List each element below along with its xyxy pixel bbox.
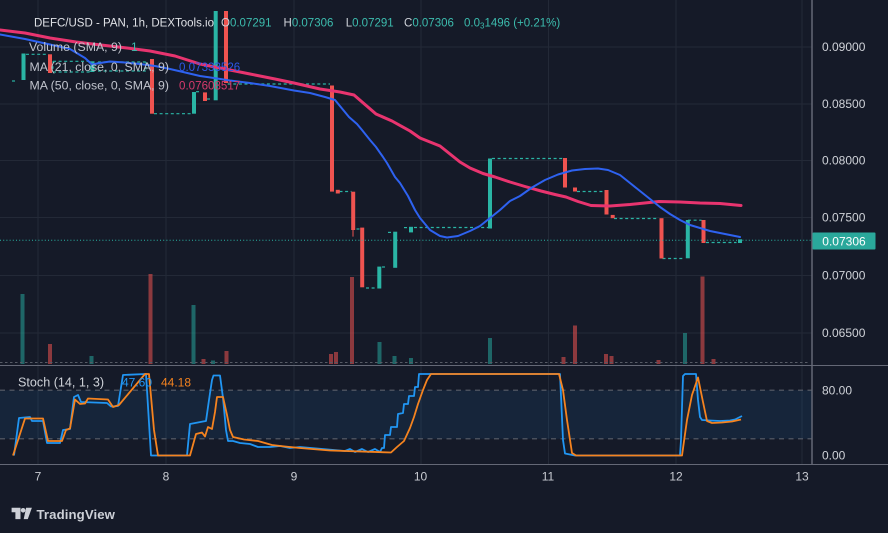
svg-text:L0.07291: L0.07291 [346,17,394,29]
svg-text:12: 12 [669,470,683,484]
svg-text:13: 13 [795,470,809,484]
svg-text:H0.07306: H0.07306 [284,17,334,29]
svg-text:0.07000: 0.07000 [822,269,866,283]
svg-text:0.07306: 0.07306 [822,235,866,249]
svg-text:47.60: 47.60 [122,375,152,389]
svg-text:9: 9 [291,470,298,484]
svg-text:0.08000: 0.08000 [822,154,866,168]
svg-text:DEFC/USD - PAN, 1h, DEXTools.i: DEFC/USD - PAN, 1h, DEXTools.io [34,17,214,29]
svg-text:C0.07306: C0.07306 [404,17,454,29]
svg-text:MA (21, close, 0, SMA, 9): MA (21, close, 0, SMA, 9) [30,60,169,74]
svg-text:Stoch (14, 1, 3): Stoch (14, 1, 3) [18,375,104,389]
svg-text:TradingView: TradingView [37,507,116,522]
svg-text:O0.07291: O0.07291 [221,17,272,29]
svg-text:8: 8 [163,470,170,484]
svg-text:11: 11 [542,470,555,484]
svg-text:0.07500: 0.07500 [822,211,866,225]
svg-text:7: 7 [35,470,42,484]
svg-text:10: 10 [414,470,428,484]
svg-text:0.06500: 0.06500 [822,326,866,340]
svg-text:0.07608517: 0.07608517 [179,80,240,93]
svg-text:0.08500: 0.08500 [822,97,866,111]
svg-text:80.00: 80.00 [822,383,852,397]
svg-text:0.07333526: 0.07333526 [179,61,240,74]
svg-text:Volume (SMA, 9): Volume (SMA, 9) [29,40,122,54]
svg-text:0.09000: 0.09000 [822,40,866,54]
svg-text:44.18: 44.18 [161,375,191,389]
svg-text:0.031496 (+0.21%): 0.031496 (+0.21%) [464,17,560,30]
svg-text:0.00: 0.00 [822,449,846,463]
svg-text:MA (50, close, 0, SMA, 9): MA (50, close, 0, SMA, 9) [30,79,169,93]
svg-text:1: 1 [131,40,138,54]
